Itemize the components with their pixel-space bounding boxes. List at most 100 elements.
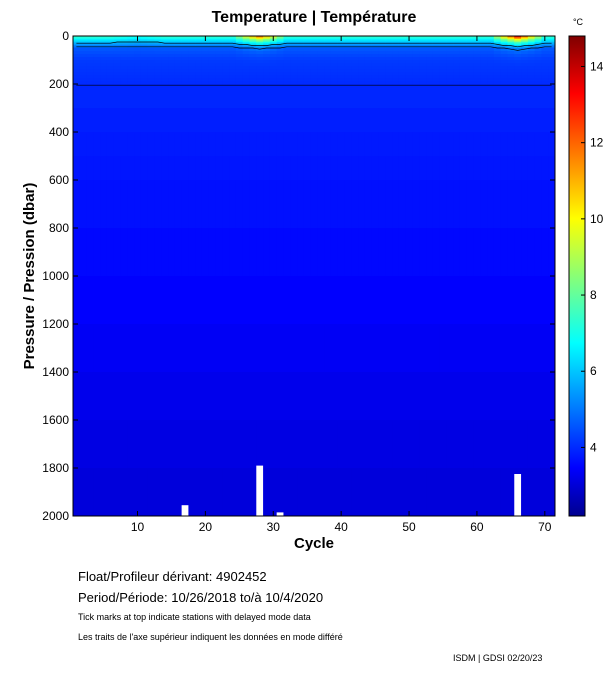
heatmap-cell xyxy=(398,372,407,421)
heatmap-cell xyxy=(120,468,128,516)
heatmap-cell xyxy=(242,84,251,109)
heatmap-cell xyxy=(106,37,115,40)
heatmap-cell xyxy=(446,156,454,181)
heatmap-cell xyxy=(432,228,441,277)
heatmap-cell xyxy=(487,39,495,42)
heatmap-cell xyxy=(269,45,278,48)
heatmap-cell xyxy=(330,468,339,516)
heatmap-cell xyxy=(79,63,88,67)
heatmap-cell xyxy=(208,75,217,79)
heatmap-cell xyxy=(364,108,373,133)
heatmap-cell xyxy=(385,78,393,82)
heatmap-cell xyxy=(100,132,108,157)
heatmap-cell xyxy=(154,40,162,43)
heatmap-cell xyxy=(392,57,400,61)
heatmap-cell xyxy=(412,372,420,421)
heatmap-cell xyxy=(154,276,162,325)
heatmap-cell xyxy=(453,78,461,82)
heatmap-cell xyxy=(174,36,183,39)
heatmap-cell xyxy=(154,372,162,421)
heatmap-cell xyxy=(548,156,555,181)
heatmap-cell xyxy=(79,180,88,229)
heatmap-cell xyxy=(201,48,210,52)
heatmap-cell xyxy=(412,54,420,58)
heatmap-cell xyxy=(392,39,400,42)
heatmap-cell xyxy=(127,468,135,516)
heatmap-cell xyxy=(93,51,101,55)
heatmap-cell xyxy=(188,69,196,73)
heatmap-cell xyxy=(113,69,122,73)
heatmap-cell xyxy=(276,69,285,73)
heatmap-cell xyxy=(439,37,447,40)
heatmap-cell xyxy=(330,37,339,40)
heatmap-cell xyxy=(290,420,298,469)
heatmap-cell xyxy=(358,57,366,61)
heatmap-cell xyxy=(507,54,515,58)
heatmap-cell xyxy=(385,228,393,277)
heatmap-cell xyxy=(113,36,122,39)
heatmap-cell xyxy=(521,108,529,133)
heatmap-cell xyxy=(195,46,203,49)
heatmap-cell xyxy=(527,42,536,45)
heatmap-cell xyxy=(290,43,298,46)
heatmap-cell xyxy=(351,43,359,46)
heatmap-cell xyxy=(100,75,108,79)
heatmap-cell xyxy=(446,48,454,52)
heatmap-cell xyxy=(500,276,509,325)
heatmap-cell xyxy=(392,276,400,325)
heatmap-cell xyxy=(154,81,162,85)
heatmap-cell xyxy=(269,60,278,64)
heatmap-cell xyxy=(310,63,318,67)
heatmap-cell xyxy=(473,45,481,48)
heatmap-cell xyxy=(229,36,237,39)
heatmap-cell xyxy=(276,108,285,133)
heatmap-cell xyxy=(215,40,223,43)
heatmap-cell xyxy=(371,324,380,373)
heatmap-cell xyxy=(317,156,325,181)
heatmap-cell xyxy=(371,45,380,48)
heatmap-cell xyxy=(351,69,359,73)
heatmap-cell xyxy=(426,84,434,109)
heatmap-cell xyxy=(100,468,108,516)
heatmap-cell xyxy=(290,180,298,229)
heatmap-cell xyxy=(174,468,183,516)
heatmap-cell xyxy=(269,57,278,61)
heatmap-cell xyxy=(195,51,203,55)
heatmap-cell xyxy=(324,39,332,42)
heatmap-cell xyxy=(534,37,543,40)
heatmap-cell xyxy=(79,45,88,48)
heatmap-cell xyxy=(548,46,555,49)
heatmap-cell xyxy=(398,51,407,55)
heatmap-cell xyxy=(351,324,359,373)
heatmap-cell xyxy=(201,54,210,58)
heatmap-cell xyxy=(337,372,346,421)
heatmap-cell xyxy=(283,48,291,52)
heatmap-cell xyxy=(195,43,203,46)
heatmap-cell xyxy=(188,43,196,46)
heatmap-cell xyxy=(317,69,325,73)
heatmap-cell xyxy=(229,37,237,40)
heatmap-cell xyxy=(86,78,94,82)
heatmap-cell xyxy=(419,372,427,421)
heatmap-cell xyxy=(548,51,555,55)
heatmap-cell xyxy=(500,132,509,157)
heatmap-cell xyxy=(168,66,176,70)
heatmap-cell xyxy=(473,57,481,61)
heatmap-cell xyxy=(371,43,380,46)
heatmap-cell xyxy=(446,63,454,67)
heatmap-cell xyxy=(140,40,149,43)
heatmap-cell xyxy=(73,51,81,55)
heatmap-cell xyxy=(419,54,427,58)
contour-lines xyxy=(76,41,552,86)
heatmap-cell xyxy=(364,51,373,55)
heatmap-cell xyxy=(548,372,555,421)
heatmap-cell xyxy=(201,156,210,181)
heatmap-cell xyxy=(161,108,169,133)
heatmap-cell xyxy=(351,45,359,48)
heatmap-cell xyxy=(337,75,346,79)
heatmap-cell xyxy=(310,324,318,373)
heatmap-cell xyxy=(256,132,264,157)
heatmap-cell xyxy=(93,37,101,40)
heatmap-cell xyxy=(439,156,447,181)
heatmap-cell xyxy=(215,63,223,67)
